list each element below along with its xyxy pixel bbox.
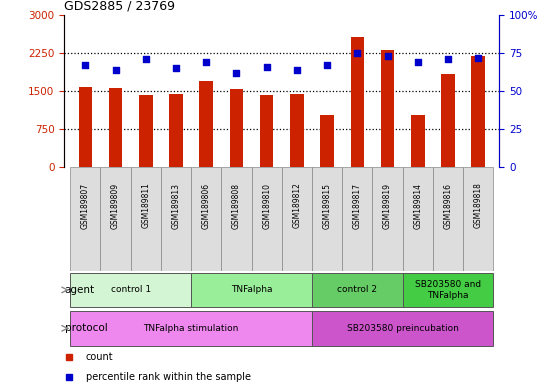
Text: GSM189806: GSM189806 (202, 183, 211, 229)
Bar (312, 311, 493, 346)
Text: GSM189813: GSM189813 (171, 183, 180, 228)
Bar (433, 167, 463, 271)
Bar (441, 74, 455, 167)
Bar (70, 167, 100, 271)
Bar (230, 89, 243, 167)
Bar (70, 311, 312, 346)
Bar (411, 116, 425, 167)
Bar (342, 167, 373, 271)
Text: GSM189807: GSM189807 (81, 183, 90, 229)
Bar (472, 56, 485, 167)
Text: GSM189812: GSM189812 (292, 183, 301, 228)
Text: TNFalpha: TNFalpha (231, 285, 272, 295)
Bar (381, 50, 395, 167)
Bar (222, 167, 252, 271)
Point (202, 59, 211, 65)
Bar (131, 167, 161, 271)
Bar (320, 116, 334, 167)
Point (171, 65, 180, 71)
Text: GDS2885 / 23769: GDS2885 / 23769 (64, 0, 175, 13)
Text: GSM189818: GSM189818 (474, 183, 483, 228)
Bar (109, 88, 122, 167)
Text: GSM189808: GSM189808 (232, 183, 241, 228)
Text: SB203580 and
TNFalpha: SB203580 and TNFalpha (415, 280, 481, 300)
Bar (403, 273, 493, 307)
Point (444, 56, 453, 63)
Bar (282, 167, 312, 271)
Text: percentile rank within the sample: percentile rank within the sample (86, 372, 251, 382)
Point (383, 53, 392, 60)
Bar (191, 273, 312, 307)
Bar (312, 167, 342, 271)
Text: GSM189811: GSM189811 (141, 183, 150, 228)
Point (413, 59, 422, 65)
Point (232, 70, 241, 76)
Bar (252, 167, 282, 271)
Point (474, 55, 483, 61)
Text: TNFalpha stimulation: TNFalpha stimulation (143, 324, 239, 333)
Text: control 1: control 1 (110, 285, 151, 295)
Bar (161, 167, 191, 271)
Bar (70, 273, 191, 307)
Bar (169, 94, 183, 167)
Bar (260, 95, 273, 167)
Bar (79, 87, 92, 167)
Bar (373, 167, 403, 271)
Bar (463, 167, 493, 271)
Bar (199, 81, 213, 167)
Text: GSM189809: GSM189809 (111, 183, 120, 229)
Point (141, 56, 150, 63)
Text: GSM189816: GSM189816 (444, 183, 453, 228)
Bar (191, 167, 222, 271)
Bar (403, 167, 433, 271)
Point (262, 64, 271, 70)
Text: agent: agent (65, 285, 95, 295)
Text: GSM189817: GSM189817 (353, 183, 362, 228)
Bar (139, 95, 152, 167)
Point (292, 67, 301, 73)
Text: control 2: control 2 (338, 285, 377, 295)
Bar (312, 273, 403, 307)
Bar (290, 94, 304, 167)
Text: GSM189810: GSM189810 (262, 183, 271, 228)
Text: GSM189819: GSM189819 (383, 183, 392, 228)
Text: SB203580 preincubation: SB203580 preincubation (347, 324, 459, 333)
Point (353, 50, 362, 56)
Point (323, 62, 331, 68)
Bar (350, 36, 364, 167)
Text: count: count (86, 352, 114, 362)
Point (81, 62, 90, 68)
Text: GSM189814: GSM189814 (413, 183, 422, 228)
Text: protocol: protocol (65, 323, 108, 333)
Point (111, 67, 120, 73)
Bar (100, 167, 131, 271)
Text: GSM189815: GSM189815 (323, 183, 331, 228)
